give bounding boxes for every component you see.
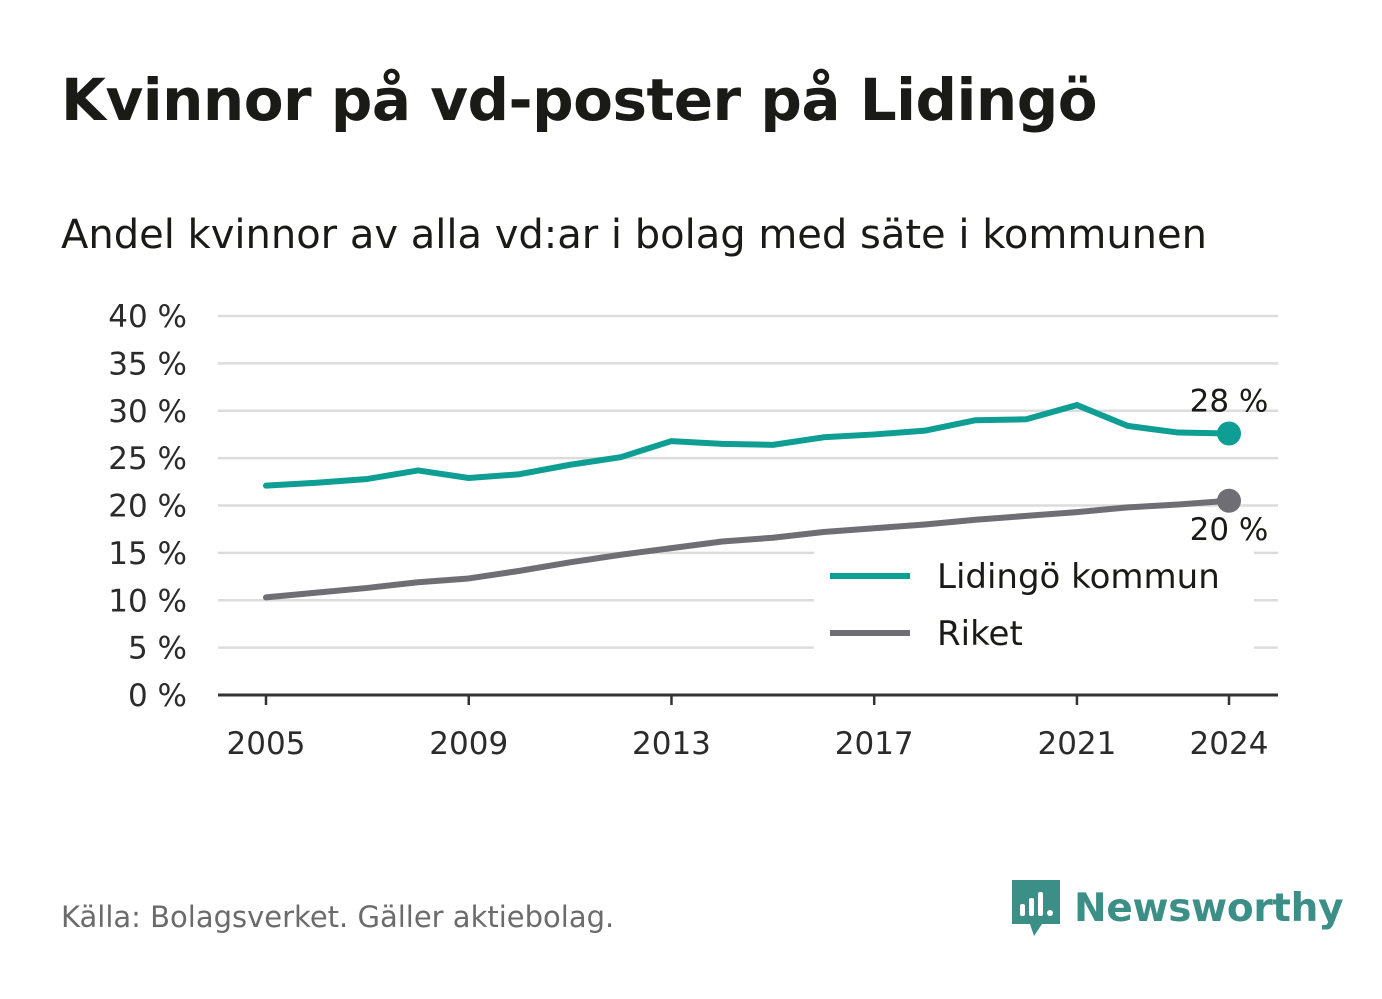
series-lines: [263, 402, 1241, 601]
y-tick-label: 0 %: [128, 678, 187, 714]
y-tick-label: 20 %: [108, 489, 187, 525]
y-tick-label: 25 %: [108, 441, 187, 477]
x-tick-label: 2021: [1037, 726, 1116, 762]
x-tick-label: 2024: [1190, 726, 1269, 762]
brand[interactable]: Newsworthy: [1010, 878, 1344, 938]
series-end-label: 28 %: [1190, 383, 1269, 419]
legend: Lidingö kommun Riket: [814, 551, 1254, 654]
chart-subtitle: Andel kvinnor av alla vd:ar i bolag med …: [61, 212, 1207, 258]
series-line: [263, 402, 1232, 489]
series-end-marker: [1217, 488, 1241, 513]
source-note: Källa: Bolagsverket. Gäller aktiebolag.: [61, 900, 615, 934]
series-end-label: 20 %: [1190, 512, 1269, 548]
x-tick-label: 2005: [227, 726, 306, 762]
gridlines: [218, 314, 1278, 649]
y-tick-label: 40 %: [108, 299, 187, 335]
end-labels: 28 % 20 %: [1190, 383, 1269, 547]
x-tick-label: 2013: [632, 726, 711, 762]
y-tick-label: 10 %: [108, 583, 187, 619]
legend-label: Lidingö kommun: [937, 557, 1220, 597]
y-tick-label: 15 %: [108, 536, 187, 572]
x-tick-label: 2009: [429, 726, 508, 762]
y-axis-ticks: 0 % 5 % 10 % 15 % 20 % 25 % 30 % 35 % 40 %: [108, 299, 187, 714]
newsworthy-logo-icon: [1012, 880, 1060, 936]
y-tick-label: 35 %: [108, 346, 187, 382]
series-end-marker: [1217, 421, 1241, 446]
x-tick-label: 2017: [835, 726, 914, 762]
legend-label: Riket: [937, 614, 1023, 654]
x-axis-ticks: 2005 2009 2013 2017 2021 2024: [227, 695, 1269, 762]
y-tick-label: 5 %: [128, 631, 187, 667]
series-line: [263, 497, 1232, 601]
chart-title: Kvinnor på vd-poster på Lidingö: [61, 66, 1098, 134]
brand-name: Newsworthy: [1074, 885, 1344, 931]
y-tick-label: 30 %: [108, 394, 187, 430]
